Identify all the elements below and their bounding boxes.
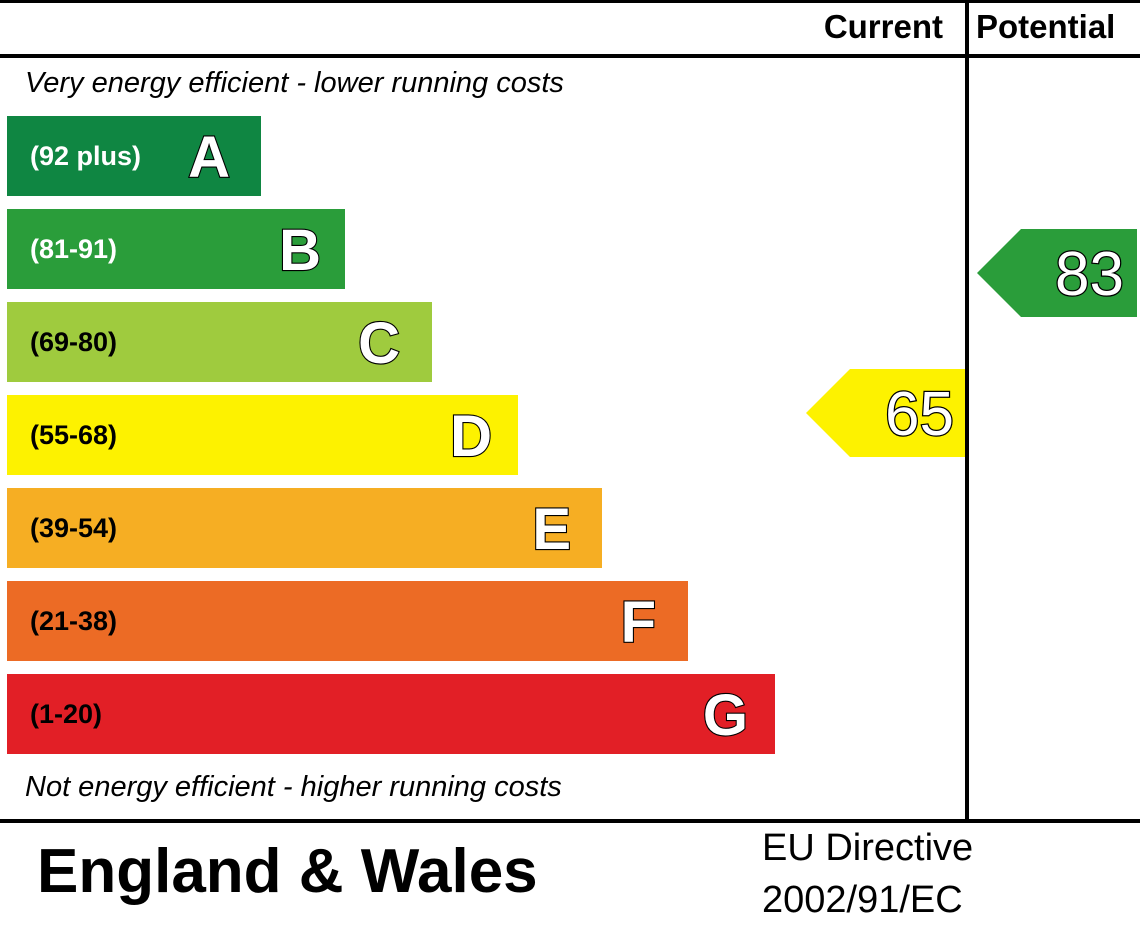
band-e-bar	[7, 488, 602, 568]
top-efficiency-note: Very energy efficient - lower running co…	[25, 67, 564, 99]
band-c-letter: C	[358, 311, 400, 376]
band-f: (21-38) F	[7, 581, 688, 661]
band-a-bar	[7, 116, 261, 196]
band-a-range: (92 plus)	[30, 141, 141, 171]
band-g-letter: G	[703, 683, 748, 748]
band-c-range: (69-80)	[30, 327, 117, 357]
potential-rating-value: 83	[1055, 240, 1124, 309]
band-b-bar	[7, 209, 345, 289]
directive-line-2: 2002/91/EC	[762, 879, 963, 921]
directive-line-1: EU Directive	[762, 827, 973, 869]
potential-rating-marker: 83	[977, 229, 1137, 317]
region-title: England & Wales	[37, 837, 538, 906]
band-d: (55-68) D	[7, 395, 518, 475]
band-a-letter: A	[188, 125, 230, 190]
band-g-range: (1-20)	[30, 699, 102, 729]
band-b-letter: B	[279, 218, 321, 283]
band-f-range: (21-38)	[30, 606, 117, 636]
band-c-bar	[7, 302, 432, 382]
band-g: (1-20) G	[7, 674, 775, 754]
band-a: (92 plus) A	[7, 116, 261, 196]
band-b-range: (81-91)	[30, 234, 117, 264]
potential-rating-arrow	[977, 229, 1137, 317]
current-rating-marker: 65	[806, 369, 965, 457]
current-rating-arrow	[806, 369, 965, 457]
band-c: (69-80) C	[7, 302, 432, 382]
current-rating-value: 65	[885, 380, 954, 449]
bottom-efficiency-note: Not energy efficient - higher running co…	[25, 771, 562, 803]
band-f-bar	[7, 581, 688, 661]
band-d-range: (55-68)	[30, 420, 117, 450]
band-e: (39-54) E	[7, 488, 602, 568]
band-d-letter: D	[450, 404, 492, 469]
current-column-header: Current	[824, 8, 943, 45]
band-f-letter: F	[621, 590, 656, 655]
band-b: (81-91) B	[7, 209, 345, 289]
band-e-range: (39-54)	[30, 513, 117, 543]
band-d-bar	[7, 395, 518, 475]
band-g-bar	[7, 674, 775, 754]
chart-frame	[0, 0, 1140, 823]
potential-column-header: Potential	[976, 8, 1115, 45]
band-e-letter: E	[532, 497, 571, 562]
